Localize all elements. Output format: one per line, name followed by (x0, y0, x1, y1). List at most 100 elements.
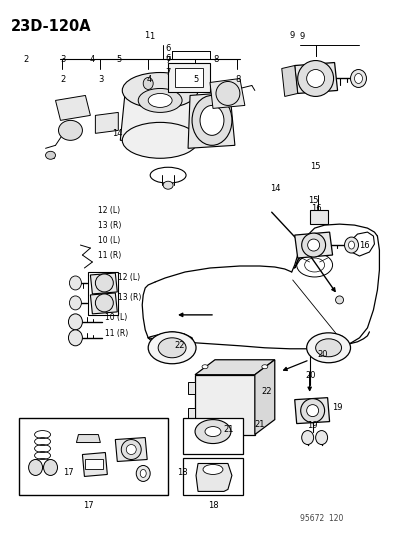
Text: 4: 4 (146, 76, 151, 85)
Text: 16: 16 (358, 240, 369, 249)
Text: 7: 7 (165, 68, 170, 77)
Polygon shape (115, 438, 147, 462)
Text: 14: 14 (269, 184, 280, 193)
Ellipse shape (43, 459, 57, 475)
Ellipse shape (306, 405, 318, 417)
Text: 3: 3 (98, 76, 104, 85)
Polygon shape (294, 62, 337, 93)
Text: 18: 18 (176, 469, 187, 477)
Text: 22: 22 (173, 341, 184, 350)
Bar (19, 417, 168, 495)
Text: 9: 9 (289, 31, 294, 40)
Ellipse shape (95, 294, 113, 312)
Bar (175, 68, 202, 87)
Ellipse shape (140, 470, 146, 478)
Ellipse shape (148, 93, 172, 108)
Bar (188, 382, 195, 394)
Ellipse shape (315, 431, 327, 445)
Ellipse shape (122, 123, 197, 158)
Polygon shape (294, 232, 332, 258)
Bar (309, 210, 327, 224)
Text: 13 (R): 13 (R) (118, 294, 141, 302)
Ellipse shape (28, 459, 43, 475)
Ellipse shape (143, 77, 153, 90)
Text: 14: 14 (112, 129, 122, 138)
Polygon shape (195, 360, 274, 375)
Polygon shape (195, 375, 254, 434)
Bar (183, 417, 242, 454)
Text: 12 (L): 12 (L) (97, 206, 119, 215)
Text: 23D-120A: 23D-120A (11, 19, 91, 34)
Polygon shape (294, 398, 329, 424)
Text: 3: 3 (60, 55, 66, 63)
Text: 10 (L): 10 (L) (97, 237, 120, 246)
Ellipse shape (261, 365, 267, 369)
Text: 19: 19 (332, 403, 342, 412)
Text: 6: 6 (165, 44, 171, 53)
Polygon shape (82, 453, 107, 477)
Ellipse shape (297, 61, 333, 96)
Text: 10 (L): 10 (L) (105, 313, 127, 322)
Ellipse shape (348, 241, 354, 249)
Text: 22: 22 (261, 387, 272, 396)
Text: 2: 2 (23, 55, 28, 63)
Polygon shape (120, 91, 199, 140)
Text: 13 (R): 13 (R) (97, 221, 121, 230)
Ellipse shape (301, 233, 325, 257)
Text: 9: 9 (299, 31, 304, 41)
Ellipse shape (158, 338, 185, 358)
Ellipse shape (199, 106, 223, 135)
Ellipse shape (216, 82, 239, 106)
Ellipse shape (45, 151, 55, 159)
Text: 20: 20 (317, 350, 328, 359)
Ellipse shape (344, 237, 358, 253)
Text: 2: 2 (60, 76, 66, 85)
Ellipse shape (195, 419, 230, 443)
Text: 20: 20 (304, 371, 315, 380)
Ellipse shape (163, 181, 173, 189)
Ellipse shape (354, 74, 362, 84)
Ellipse shape (192, 95, 231, 146)
Text: 4: 4 (89, 55, 95, 63)
Text: 18: 18 (207, 502, 218, 511)
Ellipse shape (300, 399, 324, 423)
Text: 15: 15 (309, 162, 320, 171)
Ellipse shape (307, 239, 319, 251)
Text: 1: 1 (144, 31, 150, 40)
Text: 8: 8 (234, 76, 240, 85)
Text: 8: 8 (213, 55, 218, 63)
Ellipse shape (148, 332, 196, 364)
Polygon shape (281, 66, 297, 96)
Polygon shape (90, 273, 117, 294)
Ellipse shape (138, 88, 182, 112)
Ellipse shape (126, 445, 136, 455)
Text: 6: 6 (165, 54, 170, 63)
Bar (168, 62, 209, 92)
Ellipse shape (95, 274, 113, 292)
Text: 15: 15 (307, 196, 318, 205)
Bar (183, 457, 242, 495)
Text: 11 (R): 11 (R) (97, 251, 121, 260)
Text: 21: 21 (223, 425, 233, 434)
Ellipse shape (69, 296, 81, 310)
Polygon shape (55, 95, 90, 120)
Text: 1: 1 (149, 31, 154, 41)
Polygon shape (90, 293, 117, 314)
Ellipse shape (306, 69, 324, 87)
Text: 21: 21 (254, 420, 265, 429)
Polygon shape (188, 92, 234, 148)
Text: 5: 5 (116, 55, 121, 63)
Polygon shape (76, 434, 100, 442)
Ellipse shape (315, 339, 341, 357)
Ellipse shape (69, 276, 81, 290)
Bar (188, 408, 195, 419)
Text: 12 (L): 12 (L) (118, 273, 140, 282)
Ellipse shape (301, 431, 313, 445)
Ellipse shape (121, 440, 141, 459)
Ellipse shape (58, 120, 82, 140)
Polygon shape (196, 464, 231, 491)
Bar (85, 459, 103, 470)
Ellipse shape (202, 365, 207, 369)
Text: 95672  120: 95672 120 (299, 514, 342, 523)
Ellipse shape (122, 72, 197, 108)
